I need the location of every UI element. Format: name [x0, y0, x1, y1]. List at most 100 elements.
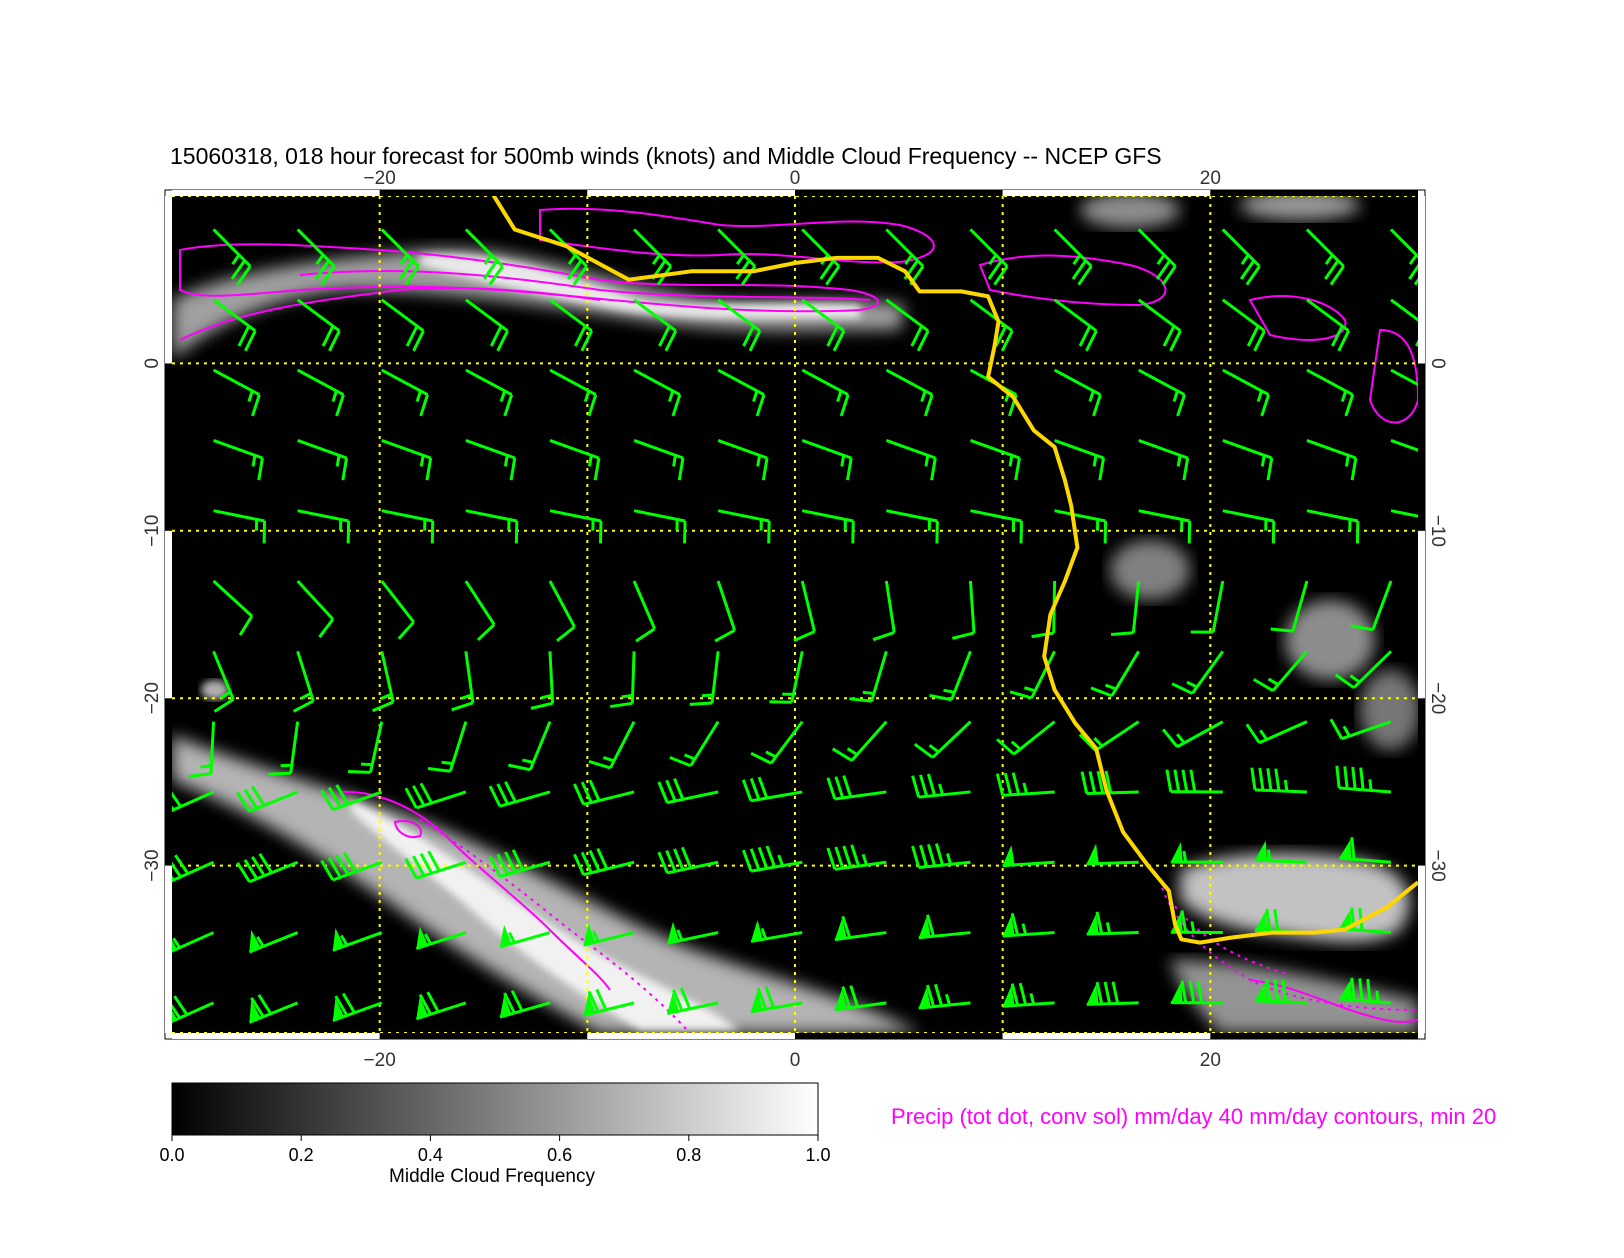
- wind-barb: [1170, 980, 1223, 1005]
- wind-barb: [913, 720, 972, 759]
- wind-barb: [1254, 979, 1307, 1005]
- frame-band-right: [1418, 530, 1425, 699]
- frame-band-top: [172, 190, 380, 196]
- frame-band-right: [1418, 698, 1425, 866]
- wind-barb: [834, 915, 887, 942]
- wind-barb: [657, 846, 719, 875]
- wind-barb: [1138, 509, 1192, 544]
- wind-barb: [212, 650, 235, 713]
- cloud-frequency-layer: [172, 196, 1418, 1033]
- wind-barb: [1245, 720, 1308, 745]
- wind-barb: [872, 580, 896, 642]
- wind-barb: [1339, 977, 1392, 1005]
- wind-barb: [1390, 368, 1418, 387]
- wind-barb: [464, 298, 509, 352]
- latitude-tick-label: −30: [142, 849, 163, 881]
- latitude-tick-label: −30: [1427, 849, 1448, 881]
- wind-barb: [1053, 298, 1098, 352]
- cloud-band-southwest-core: [350, 800, 740, 1030]
- wind-barb: [465, 509, 519, 544]
- latitude-tick-label: −20: [1427, 682, 1448, 714]
- wind-barb: [1222, 368, 1271, 417]
- wind-barb: [951, 580, 976, 640]
- wind-barb: [1306, 509, 1360, 544]
- wind-barb: [666, 987, 719, 1016]
- wind-barb: [750, 986, 803, 1014]
- wind-barb: [549, 298, 594, 352]
- wind-barb: [750, 920, 803, 943]
- wind-barb: [1137, 368, 1186, 417]
- frame-band-right: [1418, 196, 1425, 364]
- wind-barb: [1053, 228, 1093, 286]
- wind-barb: [213, 509, 267, 544]
- frame-band-bottom: [1210, 1033, 1418, 1039]
- wind-barb: [549, 509, 603, 544]
- wind-barb: [1221, 228, 1261, 286]
- cloud-patch: [1240, 196, 1360, 220]
- wind-barb: [885, 298, 930, 352]
- wind-barb: [995, 772, 1055, 797]
- colorbar-tick-label: 0.2: [289, 1145, 314, 1165]
- wind-barb: [488, 849, 551, 878]
- wind-barb: [1334, 650, 1393, 689]
- precip-contour-se-dotted: [1159, 879, 1418, 1011]
- wind-barb: [1110, 580, 1141, 636]
- wind-barb: [583, 988, 635, 1017]
- wind-barb: [212, 298, 257, 352]
- precip-contour-north-inner: [299, 269, 871, 301]
- latitude-tick-label: −10: [142, 515, 163, 547]
- wind-barb: [1390, 298, 1418, 347]
- wind-barb: [1002, 845, 1055, 868]
- wind-barb: [657, 778, 719, 805]
- cloud-patch: [1285, 600, 1375, 680]
- wind-barb: [885, 438, 937, 481]
- wind-barb: [1090, 650, 1140, 698]
- wind-barb: [404, 850, 467, 880]
- wind-barb: [633, 368, 682, 417]
- wind-barb: [296, 228, 336, 286]
- longitude-tick-label: −20: [364, 168, 396, 189]
- wind-barb: [573, 847, 635, 877]
- latitude-tick-label: 0: [1427, 358, 1448, 369]
- wind-barb: [918, 914, 971, 940]
- precip-contour-sw-dotted: [419, 819, 691, 1033]
- wind-barb: [172, 931, 215, 953]
- wind-barb: [297, 438, 349, 481]
- map-grid: [172, 196, 1418, 1033]
- precip-contour-se: [1249, 979, 1418, 1023]
- wind-barb: [348, 721, 384, 774]
- frame-band-left: [165, 698, 172, 866]
- wind-barb: [1306, 298, 1350, 352]
- colorbar-tick-label: 0.6: [547, 1145, 572, 1165]
- wind-barb: [549, 368, 598, 417]
- colorbar-tick-label: 1.0: [805, 1145, 830, 1165]
- wind-barb: [1054, 509, 1108, 544]
- frame-band-bottom: [1002, 1033, 1211, 1039]
- wind-barb: [248, 994, 299, 1024]
- wind-barb: [717, 509, 771, 544]
- wind-barb: [451, 651, 475, 712]
- frame-band-left: [165, 865, 172, 1033]
- cloud-patch: [201, 680, 229, 700]
- wind-barb: [1137, 298, 1182, 352]
- cloud-band-northwest-core: [420, 254, 860, 319]
- wind-barb: [1054, 438, 1105, 481]
- wind-barb: [427, 721, 468, 773]
- wind-barb: [1305, 228, 1345, 286]
- wind-barb: [583, 923, 635, 947]
- wind-barb: [826, 775, 887, 801]
- latitude-tick-label: 0: [142, 358, 163, 369]
- wind-barb: [1350, 580, 1393, 632]
- wind-barb: [1161, 720, 1224, 749]
- wind-barb: [1086, 981, 1139, 1006]
- wind-barb: [404, 782, 467, 810]
- wind-barb: [172, 854, 215, 883]
- wind-barb: [1390, 438, 1418, 452]
- wind-barb: [380, 228, 420, 286]
- wind-barb: [1165, 769, 1223, 794]
- frame-band-top: [795, 190, 1003, 196]
- wind-barb: [1250, 767, 1307, 794]
- precip-note: Precip (tot dot, conv sol) mm/day 40 mm/…: [891, 1104, 1496, 1129]
- wind-barb: [499, 924, 551, 949]
